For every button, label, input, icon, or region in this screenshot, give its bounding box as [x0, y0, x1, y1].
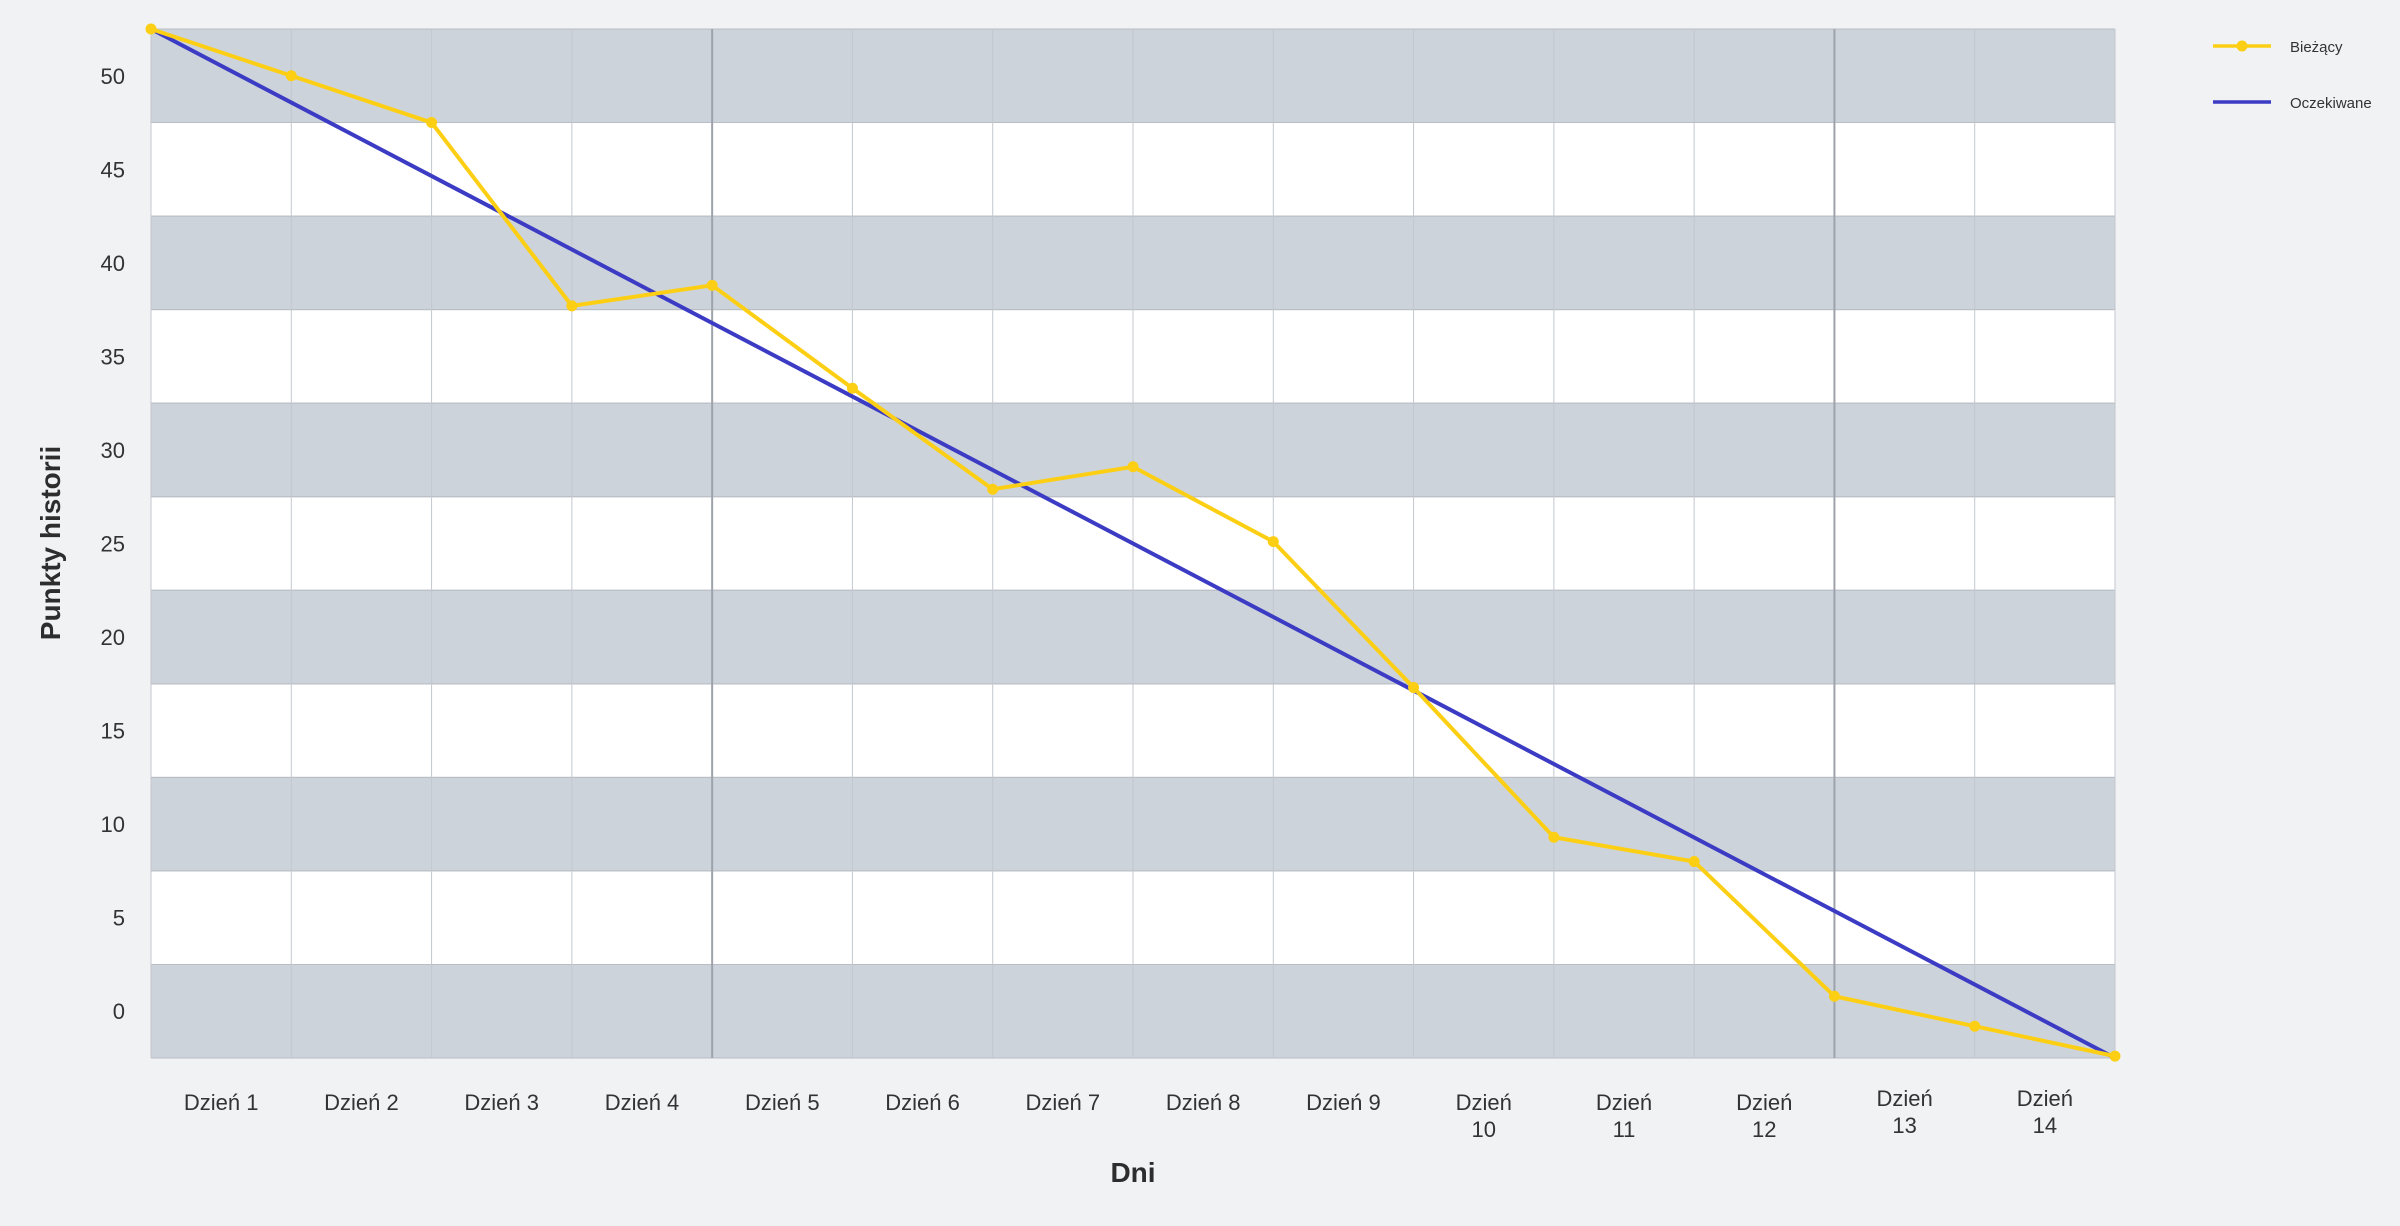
data-point: [145, 23, 157, 35]
x-axis-label: Dni: [1110, 1157, 1155, 1188]
x-tick-label: Dzień 2: [324, 1090, 399, 1115]
data-point: [1548, 831, 1560, 843]
x-tick-label: Dzień 7: [1026, 1090, 1101, 1115]
legend-item[interactable]: Oczekiwane: [2213, 95, 2372, 112]
x-tick-label: Dzień 5: [745, 1090, 820, 1115]
x-tick-label-line: 11: [1613, 1117, 1636, 1142]
series-line-oczekiwane: [149, 27, 2117, 1060]
x-tick-label: Dzień 4: [605, 1090, 680, 1115]
y-tick-label: 10: [101, 812, 125, 837]
data-point: [285, 70, 297, 82]
x-tick-label-line: 12: [1752, 1117, 1776, 1142]
x-tick-label-line: Dzień: [1876, 1086, 1932, 1111]
y-tick-label: 5: [113, 906, 125, 931]
x-tick-label: Dzień 6: [885, 1090, 960, 1115]
data-point: [1969, 1020, 1981, 1032]
y-tick-label: 0: [113, 999, 125, 1024]
x-tick-label-line: Dzień: [1456, 1090, 1512, 1115]
y-axis-label: Punkty historii: [35, 446, 66, 640]
y-tick-label: 15: [101, 719, 125, 744]
data-point: [2109, 1050, 2121, 1062]
x-tick-label: Dzień 9: [1306, 1090, 1381, 1115]
legend-item[interactable]: Bieżący: [2213, 39, 2343, 56]
legend[interactable]: Bieżący Oczekiwane: [2213, 39, 2372, 112]
series-group: [145, 23, 2121, 1062]
x-tick-label-line: Dzień: [2017, 1086, 2073, 1111]
data-point: [426, 117, 438, 129]
y-tick-label: 50: [101, 64, 125, 89]
data-point: [706, 279, 718, 291]
x-tick-label: Dzień 13: [1876, 1086, 1932, 1138]
data-point: [566, 300, 578, 312]
x-tick-label: Dzień 3: [464, 1090, 539, 1115]
x-tick-label: Dzień 10: [1456, 1090, 1512, 1142]
grid-lines: [150, 28, 2116, 1059]
data-point: [987, 483, 999, 495]
legend-label: Oczekiwane: [2290, 95, 2372, 112]
x-tick-label-line: Dzień: [1596, 1090, 1652, 1115]
x-tick-label: Dzień 11: [1596, 1090, 1652, 1142]
y-tick-label: 40: [101, 251, 125, 276]
x-tick-label: Dzień 8: [1166, 1090, 1241, 1115]
y-tick-label: 45: [101, 157, 125, 182]
x-tick-label-line: 14: [2033, 1113, 2057, 1138]
x-axis-ticks: Dzień 1 Dzień 2 Dzień 3 Dzień 4 Dzień 5 Dzień…: [184, 1086, 2073, 1142]
legend-label: Bieżący: [2290, 39, 2343, 56]
y-tick-label: 30: [101, 438, 125, 463]
y-tick-label: 25: [101, 532, 125, 557]
y-tick-label: 20: [101, 625, 125, 650]
x-tick-label: Dzień 14: [2017, 1086, 2073, 1138]
x-tick-label: Dzień 1: [184, 1090, 259, 1115]
x-tick-label-line: 10: [1471, 1117, 1495, 1142]
data-point: [1267, 536, 1279, 548]
legend-swatch-marker: [2236, 40, 2248, 52]
x-tick-label-line: 13: [1892, 1113, 1916, 1138]
data-point: [1828, 990, 1840, 1002]
data-point: [1408, 682, 1420, 694]
data-point: [1127, 461, 1139, 473]
data-point: [1688, 856, 1700, 868]
y-axis-ticks: 0 5 10 15 20 25 30 35 40 45 50: [101, 64, 125, 1024]
data-point: [846, 382, 858, 394]
y-tick-label: 35: [101, 344, 125, 369]
x-tick-label-line: Dzień: [1736, 1090, 1792, 1115]
x-tick-label: Dzień 12: [1736, 1090, 1792, 1142]
